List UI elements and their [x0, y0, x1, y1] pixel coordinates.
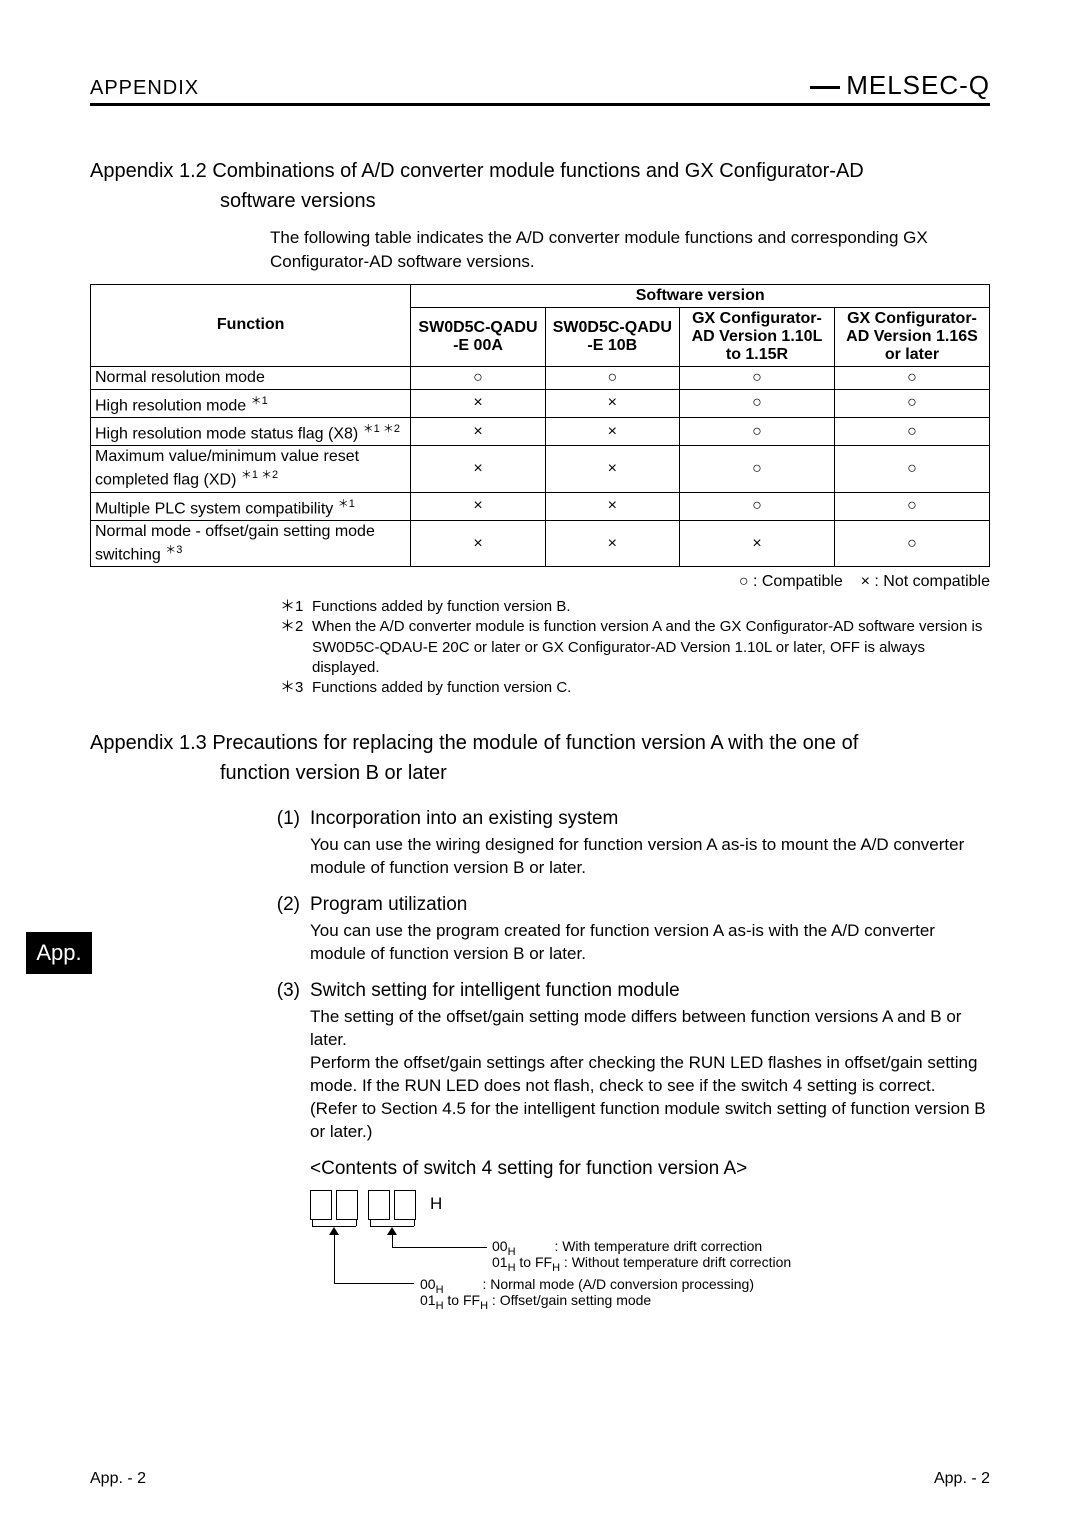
row-cell: × [545, 389, 679, 417]
table-row: High resolution mode ＊1××○○ [91, 389, 990, 417]
side-tab: App. [26, 932, 92, 974]
row-cell: ○ [834, 417, 989, 445]
table-row: Multiple PLC system compatibility ＊1××○○ [91, 492, 990, 520]
section-1-2-title: Appendix 1.2 Combinations of A/D convert… [90, 156, 990, 216]
item-body: You can use the wiring designed for func… [310, 834, 990, 880]
footer-right: App. - 2 [934, 1470, 990, 1488]
row-cell: × [545, 492, 679, 520]
item-body: You can use the program created for func… [310, 920, 990, 966]
section-1-3-title: Appendix 1.3 Precautions for replacing t… [90, 728, 990, 788]
row-function: Normal resolution mode [91, 366, 411, 389]
col-sw-2: GX Configurator-AD Version 1.10L to 1.15… [679, 307, 834, 366]
row-cell: × [545, 417, 679, 445]
diagram-line4: 01H to FFH : Offset/gain setting mode [420, 1292, 651, 1312]
row-cell: × [411, 417, 545, 445]
numbered-item: (1)Incorporation into an existing system… [270, 808, 990, 880]
row-cell: ○ [834, 520, 989, 566]
header-left: APPENDIX [90, 77, 199, 100]
row-cell: × [411, 389, 545, 417]
legend-compatible: ○ : Compatible [739, 573, 843, 590]
numbered-item: (2)Program utilization You can use the pr… [270, 894, 990, 966]
footnote: ＊3Functions added by function version C. [280, 678, 990, 698]
row-cell: ○ [834, 492, 989, 520]
row-cell: ○ [834, 446, 989, 492]
brand-text: MELSEC-Q [846, 70, 990, 100]
row-cell: ○ [679, 446, 834, 492]
page-header: APPENDIX MELSEC-Q [90, 70, 990, 106]
switch4-diagram: H 00H : With temperature drift correctio… [310, 1190, 990, 1310]
page-footer: App. - 2 App. - 2 [90, 1470, 990, 1488]
switch4-subhead: <Contents of switch 4 setting for functi… [310, 1158, 990, 1180]
row-cell: × [545, 520, 679, 566]
item-body: The setting of the offset/gain setting m… [310, 1006, 990, 1144]
row-cell: ○ [834, 389, 989, 417]
row-cell: × [679, 520, 834, 566]
section-1-3-title-line2: function version B or later [90, 758, 990, 788]
col-function: Function [91, 284, 411, 366]
section-1-2-intro: The following table indicates the A/D co… [270, 226, 990, 274]
footnote: ＊2When the A/D converter module is funct… [280, 617, 990, 678]
legend-notcompatible: × : Not compatible [861, 573, 990, 590]
footnotes: ＊1Functions added by function version B.… [280, 597, 990, 698]
row-cell: × [545, 446, 679, 492]
footer-left: App. - 2 [90, 1470, 146, 1488]
col-sw-1: SW0D5C-QADU -E 10B [545, 307, 679, 366]
row-cell: × [411, 492, 545, 520]
footnote: ＊1Functions added by function version B. [280, 597, 990, 617]
row-cell: ○ [679, 417, 834, 445]
row-cell: ○ [679, 492, 834, 520]
row-cell: × [411, 446, 545, 492]
row-function: Maximum value/minimum value reset comple… [91, 446, 411, 492]
row-function: High resolution mode ＊1 [91, 389, 411, 417]
header-right: MELSEC-Q [810, 70, 990, 101]
numbered-item: (3)Switch setting for intelligent functi… [270, 980, 990, 1144]
row-cell: ○ [411, 366, 545, 389]
row-cell: ○ [679, 366, 834, 389]
compatibility-table: Function Software version SW0D5C-QADU -E… [90, 284, 990, 568]
col-sw-0: SW0D5C-QADU -E 00A [411, 307, 545, 366]
item-heading: (3)Switch setting for intelligent functi… [270, 980, 990, 1002]
table-row: Maximum value/minimum value reset comple… [91, 446, 990, 492]
section-1-2-title-line2: software versions [90, 186, 990, 216]
table-row: Normal mode - offset/gain setting mode s… [91, 520, 990, 566]
table-legend: ○ : Compatible × : Not compatible [90, 573, 990, 591]
row-cell: × [411, 520, 545, 566]
row-cell: ○ [834, 366, 989, 389]
item-heading: (2)Program utilization [270, 894, 990, 916]
row-function: Normal mode - offset/gain setting mode s… [91, 520, 411, 566]
row-function: High resolution mode status flag (X8) ＊1… [91, 417, 411, 445]
item-heading: (1)Incorporation into an existing system [270, 808, 990, 830]
row-cell: ○ [545, 366, 679, 389]
section-1-3-title-line1: Appendix 1.3 Precautions for replacing t… [90, 732, 858, 754]
diagram-line2: 01H to FFH : Without temperature drift c… [492, 1254, 791, 1274]
col-software: Software version [411, 284, 990, 307]
section-1-2-title-line1: Appendix 1.2 Combinations of A/D convert… [90, 160, 864, 182]
row-function: Multiple PLC system compatibility ＊1 [91, 492, 411, 520]
col-sw-3: GX Configurator-AD Version 1.16S or late… [834, 307, 989, 366]
diagram-h-label: H [430, 1194, 442, 1214]
table-row: Normal resolution mode○○○○ [91, 366, 990, 389]
row-cell: ○ [679, 389, 834, 417]
table-row: High resolution mode status flag (X8) ＊1… [91, 417, 990, 445]
